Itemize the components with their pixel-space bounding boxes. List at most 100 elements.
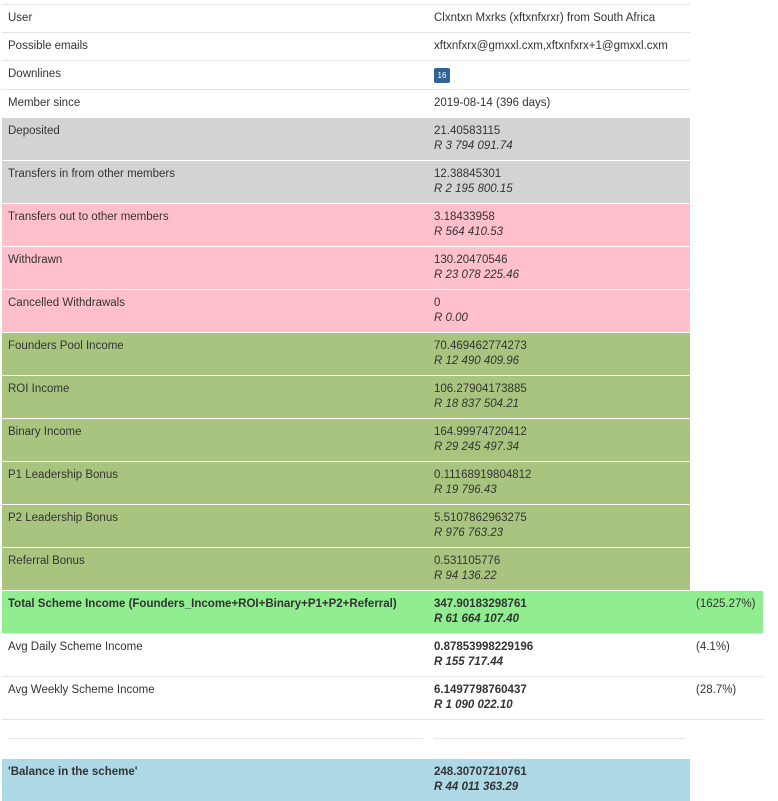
- label-cell: Avg Daily Scheme Income: [2, 634, 428, 677]
- percent-cell: [690, 505, 763, 548]
- label-cell: P2 Leadership Bonus: [2, 505, 428, 548]
- value: 0.87853998229196: [434, 640, 684, 655]
- percent: (28.7%): [696, 684, 736, 696]
- fiat-value: R 61 664 107.40: [434, 612, 684, 627]
- label-cell: Transfers in from other members: [2, 161, 428, 204]
- row-label: User: [8, 12, 32, 24]
- label-cell: ROI Income: [2, 376, 428, 419]
- percent-cell: [690, 759, 763, 801]
- value-cell: Clxntxn Mxrks (xftxnfxrxr) from South Af…: [428, 5, 690, 33]
- downline-badge: 16: [434, 68, 450, 83]
- fiat-value: R 564 410.53: [434, 225, 684, 240]
- label-cell: Transfers out to other members: [2, 204, 428, 247]
- divider: [434, 738, 685, 739]
- percent-cell: [690, 204, 763, 247]
- percent-cell: [690, 462, 763, 505]
- value-cell: xftxnfxrx@gmxxl.cxm,xftxnfxrx+1@gmxxl.cx…: [428, 33, 690, 61]
- row-label: P1 Leadership Bonus: [8, 469, 118, 481]
- fiat-value: R 23 078 225.46: [434, 268, 684, 283]
- percent: (4.1%): [696, 641, 730, 653]
- value: 2019-08-14 (396 days): [434, 96, 684, 111]
- label-cell: Founders Pool Income: [2, 333, 428, 376]
- label-cell: Member since: [2, 90, 428, 118]
- percent-cell: (28.7%): [690, 677, 763, 720]
- row-label: Avg Weekly Scheme Income: [8, 684, 155, 696]
- label-cell: Cancelled Withdrawals: [2, 290, 428, 333]
- row-label: Binary Income: [8, 426, 82, 438]
- value: 70.469462774273: [434, 339, 684, 354]
- percent-cell: [690, 90, 763, 118]
- percent-cell: [690, 290, 763, 333]
- value: Clxntxn Mxrks (xftxnfxrxr) from South Af…: [434, 11, 684, 26]
- percent-cell: [690, 61, 763, 90]
- value-cell: 2019-08-14 (396 days): [428, 90, 690, 118]
- fiat-value: R 155 717.44: [434, 655, 684, 670]
- label-cell: 'Balance in the scheme': [2, 759, 428, 801]
- fiat-value: R 0.00: [434, 311, 684, 326]
- label-cell: Avg Weekly Scheme Income: [2, 677, 428, 720]
- value-cell: 16: [428, 61, 690, 90]
- fiat-value: R 3 794 091.74: [434, 139, 684, 154]
- row-label: Referral Bonus: [8, 555, 85, 567]
- spacer-cell: [2, 720, 763, 759]
- page: User Clxntxn Mxrks (xftxnfxrxr) from Sout…: [0, 0, 778, 781]
- label-cell: Withdrawn: [2, 247, 428, 290]
- fiat-value: R 44 011 363.29: [434, 780, 684, 795]
- percent-cell: [690, 548, 763, 591]
- row-label: Cancelled Withdrawals: [8, 297, 125, 309]
- percent-cell: [690, 333, 763, 376]
- row-label: Withdrawn: [8, 254, 62, 266]
- value: 12.38845301: [434, 167, 684, 182]
- row: Transfers out to other members 3.18433958…: [2, 204, 763, 247]
- percent-cell: [690, 376, 763, 419]
- value: 0: [434, 296, 684, 311]
- row-label: ROI Income: [8, 383, 69, 395]
- row: Transfers in from other members 12.388453…: [2, 161, 763, 204]
- fiat-value: R 2 195 800.15: [434, 182, 684, 197]
- row-label: Member since: [8, 97, 80, 109]
- row: Member since 2019-08-14 (396 days): [2, 90, 763, 118]
- fiat-value: R 976 763.23: [434, 526, 684, 541]
- row-label: Founders Pool Income: [8, 340, 124, 352]
- percent-cell: [690, 33, 763, 61]
- percent-cell: [690, 5, 763, 33]
- fiat-value: R 19 796.43: [434, 483, 684, 498]
- value: 130.20470546: [434, 253, 684, 268]
- row-label: 'Balance in the scheme': [8, 766, 137, 778]
- value: 0.531105776: [434, 554, 684, 569]
- value: 347.90183298761: [434, 597, 684, 612]
- value: 21.40583115: [434, 124, 684, 139]
- label-cell: User: [2, 5, 428, 33]
- percent-cell: [690, 419, 763, 462]
- percent-cell: (1625.27%): [690, 591, 763, 634]
- value: 3.18433958: [434, 210, 684, 225]
- row-label: Transfers in from other members: [8, 168, 175, 180]
- label-cell: P1 Leadership Bonus: [2, 462, 428, 505]
- label-cell: Referral Bonus: [2, 548, 428, 591]
- value: 0.11168919804812: [434, 468, 684, 483]
- percent-cell: (4.1%): [690, 634, 763, 677]
- value: xftxnfxrx@gmxxl.cxm,xftxnfxrx+1@gmxxl.cx…: [434, 39, 684, 54]
- fiat-value: R 94 136.22: [434, 569, 684, 584]
- row-label: Transfers out to other members: [8, 211, 169, 223]
- fiat-value: R 1 090 022.10: [434, 698, 684, 713]
- percent-cell: [690, 161, 763, 204]
- row-label: P2 Leadership Bonus: [8, 512, 118, 524]
- fiat-value: R 29 245 497.34: [434, 440, 684, 455]
